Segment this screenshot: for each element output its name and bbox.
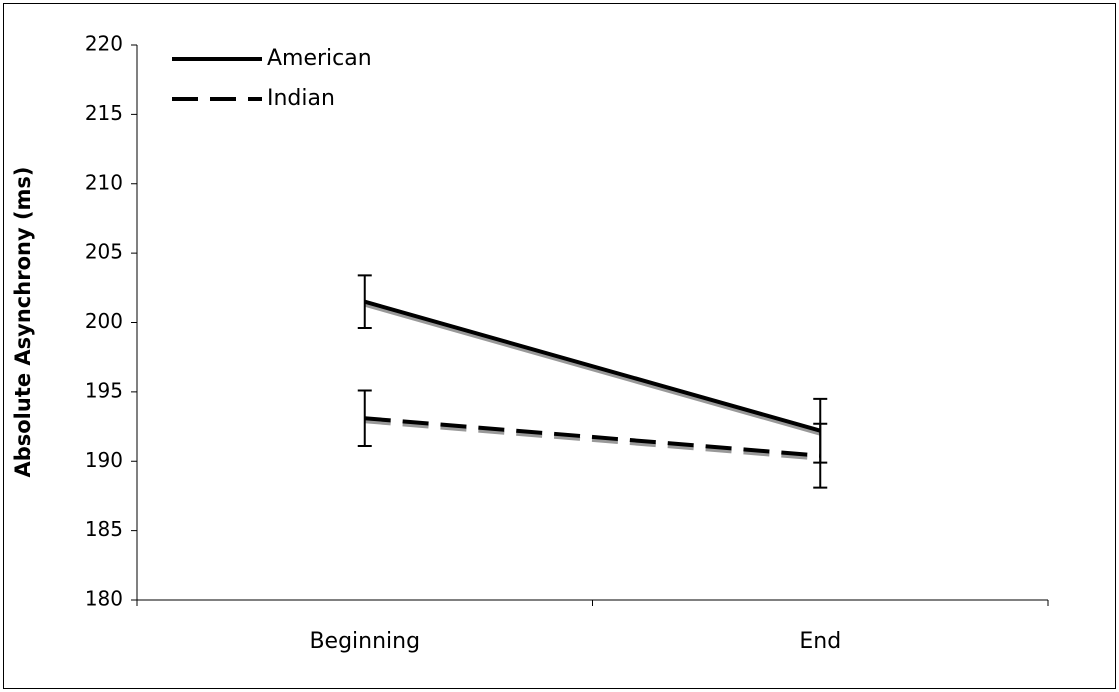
line-shadow	[364, 302, 821, 436]
x-tick-label: Beginning	[309, 629, 420, 654]
y-tick-label: 180	[85, 587, 123, 611]
line-shadow	[364, 419, 821, 461]
y-tick-label: 210	[85, 170, 123, 194]
error-bar	[813, 422, 828, 489]
line	[364, 416, 821, 458]
y-tick-label: 195	[85, 378, 123, 402]
chart-border	[3, 3, 1116, 689]
y-axis-title: Absolute Asynchrony (ms)	[11, 166, 35, 477]
line	[364, 299, 821, 433]
y-tick-label: 220	[85, 32, 123, 56]
legend-label: Indian	[267, 86, 335, 111]
error-bar	[357, 274, 372, 330]
y-tick-label: 205	[85, 240, 123, 264]
y-tick-label: 215	[85, 101, 123, 125]
y-tick-label: 200	[85, 309, 123, 333]
y-tick-label: 185	[85, 517, 123, 541]
error-bar	[357, 389, 372, 447]
legend-label: American	[267, 46, 372, 71]
x-tick-label: End	[799, 629, 841, 654]
y-tick-label: 190	[85, 448, 123, 472]
